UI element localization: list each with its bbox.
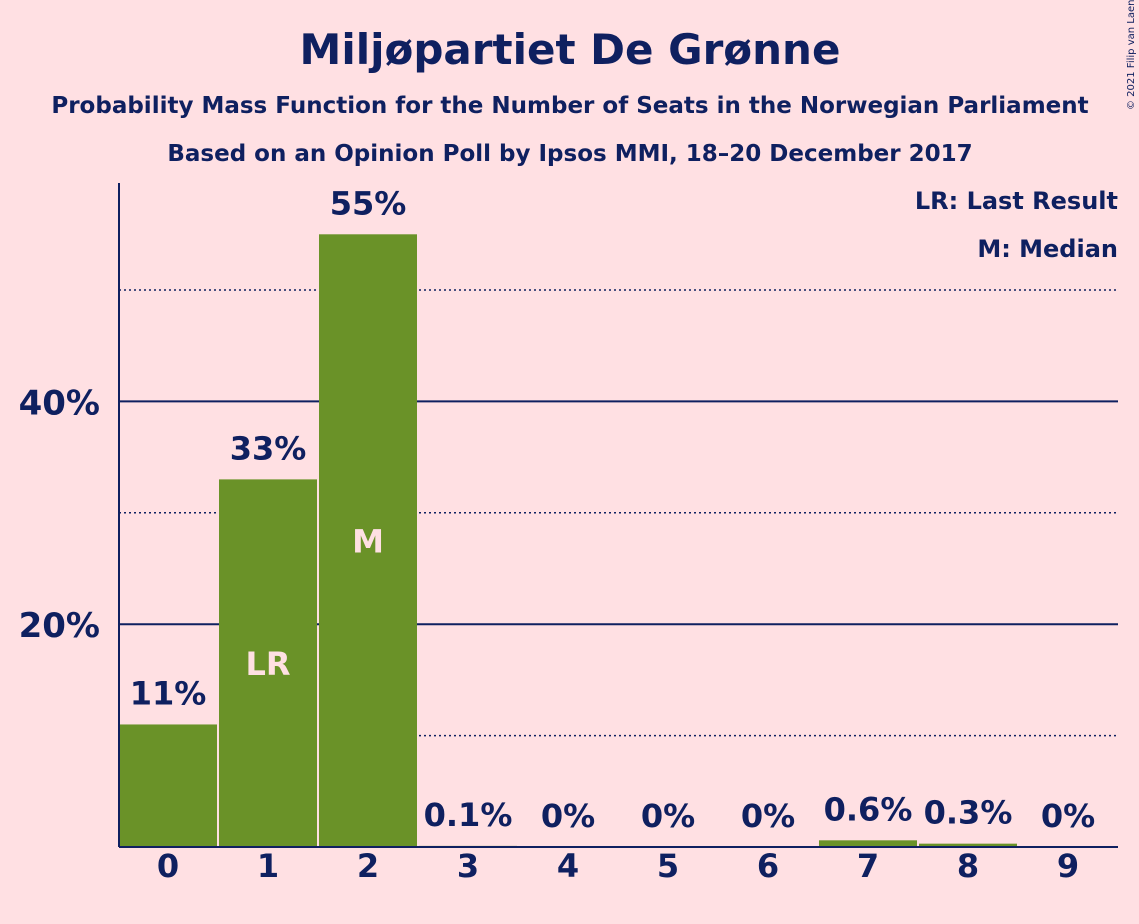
x-tick-label: 3: [457, 847, 479, 885]
x-tick-label: 7: [857, 847, 879, 885]
x-tick-label: 1: [257, 847, 279, 885]
y-tick-label: 20%: [19, 606, 100, 646]
bar-value-label: 0.6%: [824, 790, 913, 828]
bar-marker-label: LR: [245, 645, 290, 683]
bar-value-label: 0%: [1041, 797, 1095, 835]
bar-value-label: 0%: [641, 797, 695, 835]
bar: [919, 843, 1017, 847]
bars: [119, 234, 1017, 848]
x-tick-label: 5: [657, 847, 679, 885]
y-tick-label: 40%: [19, 383, 100, 423]
bar: [219, 479, 317, 847]
bar-value-label: 0%: [741, 797, 795, 835]
legend-median: M: Median: [977, 235, 1118, 263]
x-tick-label: 8: [957, 847, 979, 885]
axes: [118, 183, 1118, 848]
bar-value-label: 0.3%: [924, 794, 1013, 832]
chart-subtitle-poll: Based on an Opinion Poll by Ipsos MMI, 1…: [167, 141, 972, 167]
bar-marker-label: M: [352, 523, 384, 561]
bar: [319, 234, 417, 848]
legend-last-result: LR: Last Result: [915, 187, 1118, 215]
x-tick-label: 2: [357, 847, 379, 885]
x-tick-label: 4: [557, 847, 579, 885]
bar-labels: 20%40%11%033%1LR55%2M0.1%30%40%50%60.6%7…: [19, 184, 1096, 885]
chart-title: Miljøpartiet De Grønne: [300, 25, 841, 74]
x-tick-label: 0: [157, 847, 179, 885]
bar-value-label: 11%: [130, 674, 207, 712]
bar-value-label: 55%: [330, 184, 407, 222]
bar: [119, 724, 217, 847]
x-tick-label: 6: [757, 847, 779, 885]
x-tick-label: 9: [1057, 847, 1079, 885]
bar-value-label: 0%: [541, 797, 595, 835]
bar: [819, 840, 917, 847]
bar-value-label: 33%: [230, 429, 307, 467]
copyright-note: © 2021 Filip van Laenen: [1126, 0, 1137, 110]
chart-subtitle: Probability Mass Function for the Number…: [51, 93, 1088, 119]
bar-value-label: 0.1%: [424, 796, 513, 834]
